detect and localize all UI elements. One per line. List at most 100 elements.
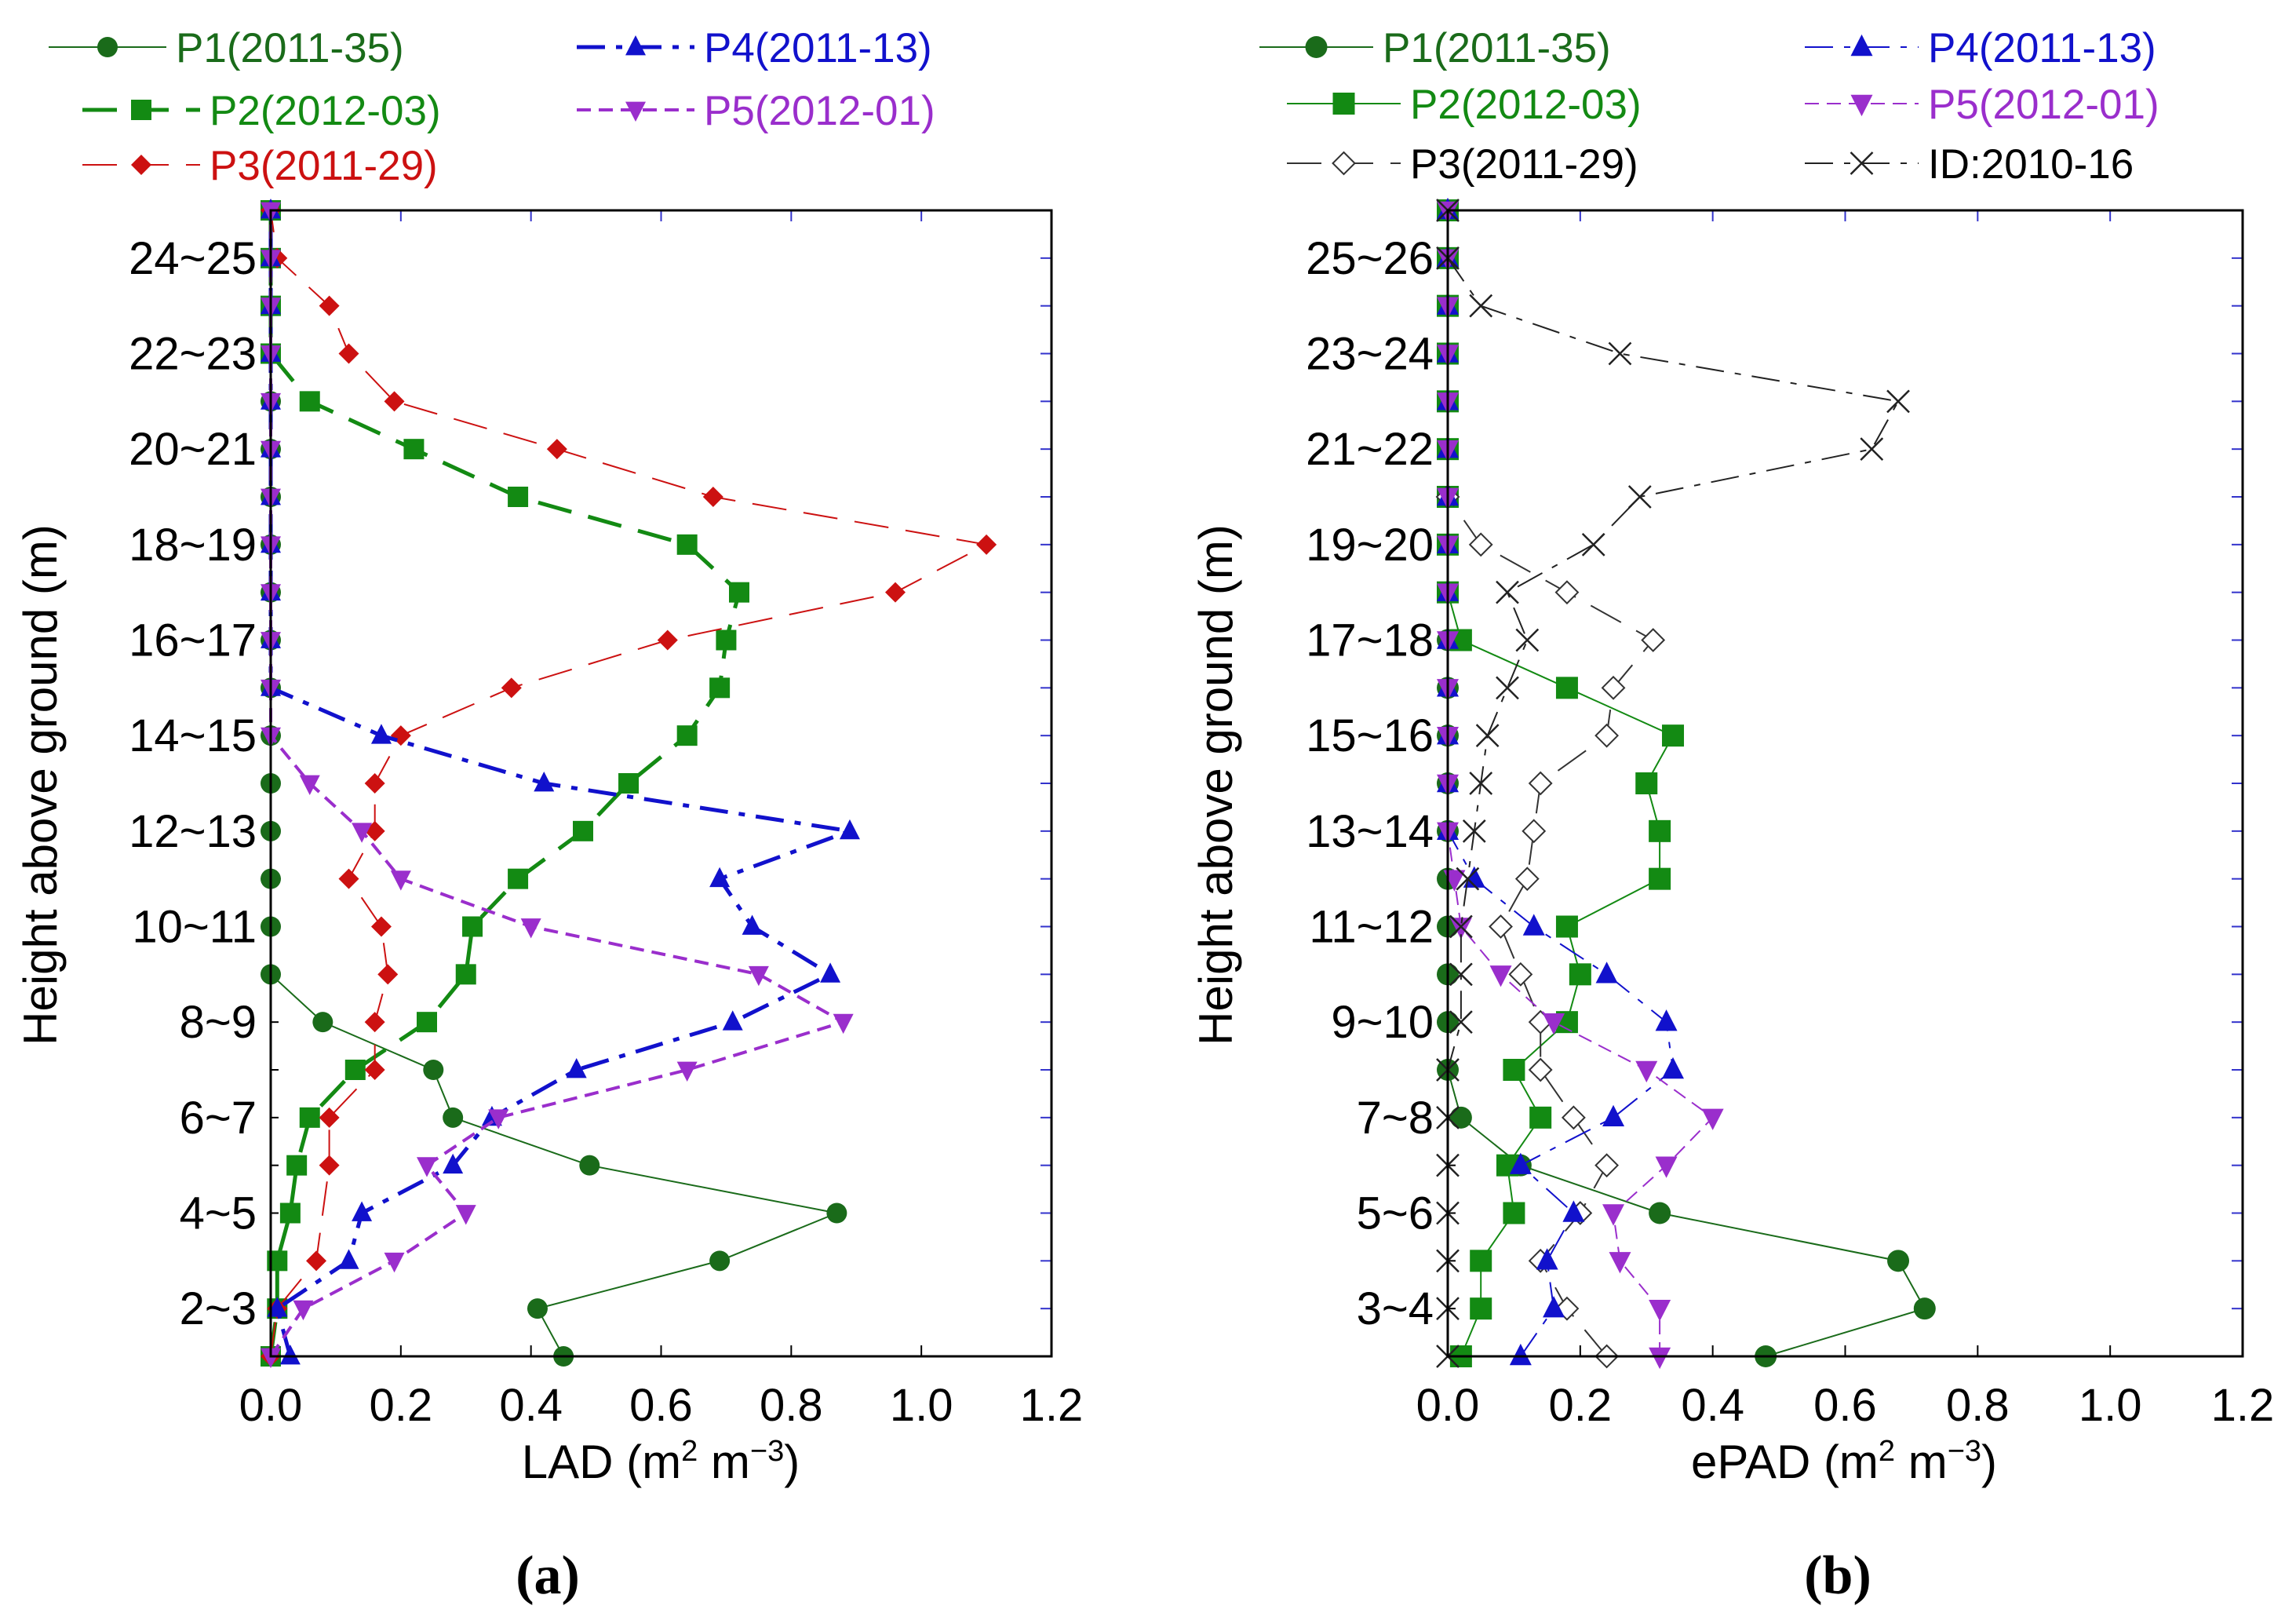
series-p4-2011-13 (261, 199, 860, 1365)
data-point (1569, 963, 1591, 986)
x-tick-label: 1.0 (2079, 1380, 2142, 1431)
data-point (279, 1202, 301, 1224)
data-point (1449, 1106, 1472, 1129)
series-group-panel-b (1435, 197, 1936, 1370)
data-point (826, 1202, 847, 1224)
series-line-p3-2011-29 (270, 210, 989, 1357)
y-tick-label: 7~8 (1357, 1093, 1434, 1144)
data-point (319, 1107, 340, 1128)
legend-entry: ID:2010-16 (1805, 141, 2134, 188)
x-tick-label: 1.2 (1020, 1380, 1084, 1431)
data-point (1529, 1106, 1552, 1129)
data-point (1662, 1056, 1685, 1079)
legend-label: P2(2012-03) (210, 88, 441, 134)
data-point (1509, 1152, 1532, 1174)
y-tick-label: 21~22 (1306, 424, 1434, 475)
legend-marker (1850, 94, 1873, 117)
y-tick-label: 10~11 (132, 902, 257, 953)
data-point (352, 1201, 373, 1221)
data-point (1649, 1299, 1671, 1322)
data-point (417, 1157, 437, 1177)
legend-label: P1(2011-35) (1383, 25, 1611, 71)
legend-marker (625, 101, 646, 122)
data-point (1522, 819, 1547, 844)
x-tick-labels-panel-b: 0.0 0.2 0.4 0.6 0.8 1.0 1.2 (1416, 1380, 2275, 1431)
data-point (1469, 772, 1493, 795)
data-point (1627, 485, 1652, 509)
legend-marker (131, 155, 151, 175)
series-line-p1-2011-35 (1447, 210, 1926, 1357)
data-point (1649, 819, 1671, 842)
data-point (1555, 915, 1578, 938)
data-point (338, 868, 359, 889)
data-point (1886, 389, 1910, 414)
data-point (1543, 1013, 1565, 1035)
panel-label-a: (a) (516, 1545, 580, 1606)
data-point (1449, 914, 1473, 939)
data-point (319, 1155, 340, 1176)
data-point (709, 1250, 731, 1272)
y-tick-label: 9~10 (1331, 997, 1434, 1048)
data-point (1887, 1250, 1910, 1272)
data-point (1594, 1153, 1620, 1178)
x-tick-label: 1.2 (2211, 1380, 2275, 1431)
data-point (1469, 294, 1493, 318)
data-point (488, 1109, 509, 1129)
data-point (1514, 867, 1540, 892)
y-tick-label: 2~3 (180, 1283, 257, 1334)
series-line-p4-2011-13 (268, 210, 858, 1357)
data-point (1608, 341, 1632, 366)
data-point (748, 965, 769, 987)
legend-label: P3(2011-29) (1410, 141, 1638, 188)
data-point (820, 962, 841, 983)
legend-entry: P4(2011-13) (577, 25, 932, 71)
x-tick-label: 1.0 (890, 1380, 953, 1431)
data-point (1595, 962, 1618, 983)
y-tick-label: 15~16 (1306, 710, 1434, 761)
data-point (885, 582, 906, 603)
x-tick-label: 0.6 (629, 1380, 693, 1431)
x-tick-label: 0.2 (1549, 1380, 1613, 1431)
y-tick-label: 16~17 (129, 615, 257, 666)
data-point (742, 914, 763, 935)
data-point (1860, 437, 1884, 462)
data-point (338, 343, 359, 364)
data-point (534, 772, 555, 792)
data-point (573, 820, 593, 841)
data-point (390, 725, 411, 746)
data-point (1562, 1200, 1585, 1222)
legend-panel-b: P1(2011-35) P2(2012-03) P3(2011-29) P4(2011… (1259, 25, 2159, 188)
data-point (261, 1348, 281, 1368)
data-point (279, 1345, 301, 1365)
legend-entry: P1(2011-35) (49, 25, 404, 71)
data-point (423, 1060, 444, 1080)
data-point (1470, 1250, 1492, 1272)
legend-marker (625, 35, 646, 56)
y-axis-title-panel-a: Height above ground (m) (14, 524, 67, 1046)
y-tick-label: 5~6 (1357, 1188, 1434, 1239)
data-point (1561, 1105, 1586, 1130)
data-point (566, 1058, 587, 1078)
data-point (344, 1060, 366, 1080)
data-point (1468, 532, 1493, 557)
data-point (833, 1013, 854, 1035)
plot-frame-panel-a (269, 209, 1053, 1358)
y-tick-label: 12~13 (129, 806, 257, 857)
legend-entry: P2(2012-03) (1287, 82, 1642, 128)
legend-marker (131, 100, 151, 120)
x-axis-title-panel-a: LAD (m2 m−3) (522, 1435, 800, 1488)
y-tick-label: 13~14 (1306, 806, 1434, 857)
data-point (1641, 628, 1666, 652)
legend-label: P4(2011-13) (1928, 25, 2156, 71)
data-point (370, 916, 392, 937)
axis-ticks-panel-b (1447, 210, 2243, 1357)
data-point (709, 677, 731, 699)
series-id-2010-16 (1436, 199, 1910, 1368)
data-point (546, 439, 567, 460)
y-tick-label: 22~23 (129, 329, 257, 380)
data-point (1609, 1252, 1631, 1274)
x-tick-label: 0.4 (1681, 1380, 1744, 1431)
legend-marker (1305, 36, 1328, 58)
legend-label: ID:2010-16 (1928, 141, 2134, 188)
